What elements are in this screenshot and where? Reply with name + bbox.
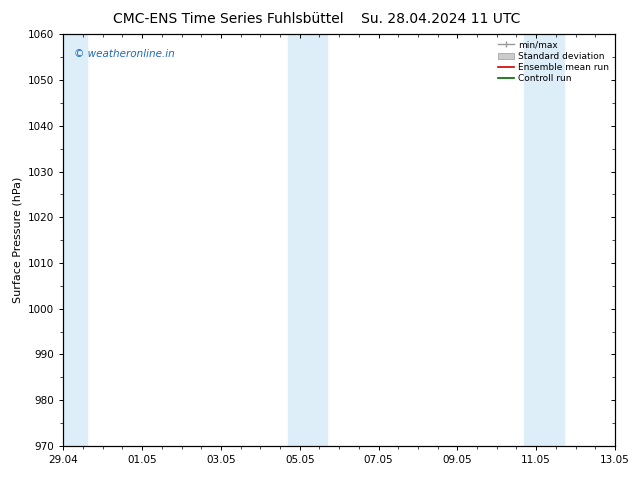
Bar bbox=[288, 34, 327, 446]
Text: CMC-ENS Time Series Fuhlsbüttel    Su. 28.04.2024 11 UTC: CMC-ENS Time Series Fuhlsbüttel Su. 28.0… bbox=[113, 12, 521, 26]
Legend: min/max, Standard deviation, Ensemble mean run, Controll run: min/max, Standard deviation, Ensemble me… bbox=[496, 39, 611, 85]
Y-axis label: Surface Pressure (hPa): Surface Pressure (hPa) bbox=[13, 177, 23, 303]
Bar bbox=[524, 34, 564, 446]
Bar bbox=[58, 34, 87, 446]
Text: © weatheronline.in: © weatheronline.in bbox=[74, 49, 175, 59]
